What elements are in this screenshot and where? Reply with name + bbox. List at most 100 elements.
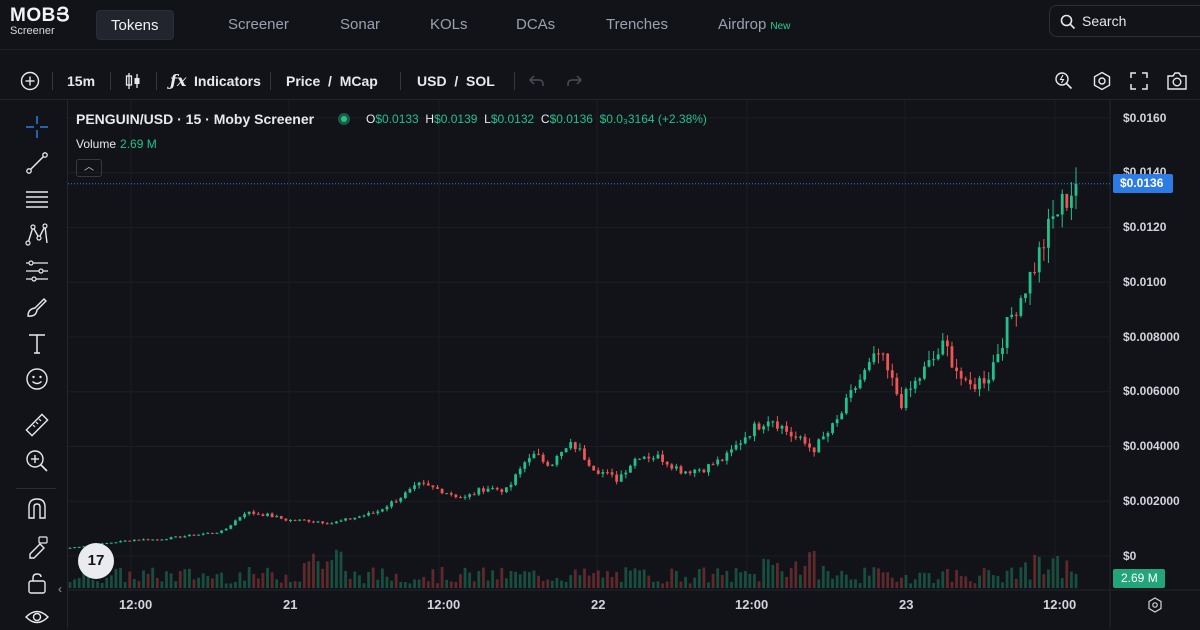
moby-logo[interactable]: MOBՅ Screener <box>10 6 90 42</box>
volume-bar <box>1028 579 1032 588</box>
tab-trenches[interactable]: Trenches <box>592 10 682 40</box>
price-chart[interactable] <box>68 100 1200 628</box>
pattern-icon[interactable] <box>24 222 50 248</box>
interval-button[interactable]: 15m <box>67 73 96 89</box>
candle-body <box>973 384 977 390</box>
candle-body <box>1019 298 1023 316</box>
volume-bar <box>344 571 348 588</box>
add-symbol-icon[interactable] <box>20 71 40 91</box>
candle-body <box>610 472 614 475</box>
emoji-icon[interactable] <box>24 366 50 392</box>
volume-bar <box>68 582 72 588</box>
candle-body <box>1042 247 1046 249</box>
candle-body <box>160 539 164 541</box>
volume-bar <box>284 574 288 588</box>
undo-icon[interactable] <box>528 73 546 89</box>
volume-bar <box>523 571 527 588</box>
volume-bar <box>702 567 706 588</box>
volume-bar <box>431 569 435 588</box>
redo-icon[interactable] <box>565 73 583 89</box>
volume-bar <box>707 582 710 588</box>
tab-screener[interactable]: Screener <box>214 10 303 40</box>
volume-bar <box>606 571 609 588</box>
chart-pane[interactable]: PENGUIN/USD · 15 · Moby Screener O$0.013… <box>68 100 1200 628</box>
candle-body <box>991 362 995 380</box>
candle-body <box>284 518 288 521</box>
volume-bar <box>762 558 766 588</box>
candle-body <box>890 370 894 378</box>
quick-search-icon[interactable] <box>1054 71 1074 91</box>
volume-bar <box>941 571 945 588</box>
tradingview-logo[interactable]: 17 <box>78 543 114 579</box>
volume-bar <box>578 575 582 588</box>
volume-bar <box>734 568 738 588</box>
tab-airdrop[interactable]: Airdrop New <box>704 10 804 40</box>
volume-bar <box>390 580 393 588</box>
volume-bar <box>771 564 775 588</box>
volume-bar <box>1070 571 1073 588</box>
zoom-in-icon[interactable] <box>24 448 50 474</box>
tab-tokens[interactable]: Tokens <box>96 10 174 40</box>
settings-icon[interactable] <box>1092 71 1112 91</box>
toolbar-divider <box>110 72 111 90</box>
candle-body <box>477 488 481 495</box>
tab-sonar[interactable]: Sonar <box>326 10 394 40</box>
volume-bar <box>482 567 485 588</box>
search-label: Search <box>1082 13 1127 29</box>
lock-icon[interactable] <box>24 570 50 596</box>
candle-body <box>197 534 201 536</box>
candle-body <box>854 388 857 390</box>
axis-settings-icon[interactable] <box>1147 597 1163 613</box>
search-button[interactable]: Search <box>1049 5 1200 37</box>
candle-body <box>1065 193 1069 208</box>
volume-bar <box>353 571 357 588</box>
close-value: $0.0136 <box>549 112 593 126</box>
volume-bar <box>169 573 173 588</box>
collapse-sidebar-icon[interactable]: ‹ <box>58 582 62 596</box>
candle-body <box>798 436 802 438</box>
currency-toggle[interactable]: USD / SOL <box>417 73 495 89</box>
candles-icon[interactable] <box>124 71 142 91</box>
volume-bar <box>491 570 495 588</box>
text-icon[interactable] <box>24 330 50 356</box>
brush-icon[interactable] <box>24 294 50 320</box>
indicators-button[interactable]: Indicators <box>194 73 261 89</box>
projection-icon[interactable] <box>24 258 50 284</box>
horizontal-lines-icon[interactable] <box>24 186 50 212</box>
price-mcap-toggle[interactable]: Price / MCap <box>286 73 378 89</box>
candle-body <box>353 517 357 520</box>
market-status-dot <box>338 113 350 125</box>
candle-body <box>390 501 393 507</box>
volume-bar <box>808 552 811 588</box>
candle-body <box>955 367 958 372</box>
candle-body <box>527 458 531 463</box>
candle-body <box>665 461 669 465</box>
candle-body <box>550 464 554 466</box>
candle-body <box>844 397 848 414</box>
candle-body <box>913 380 917 389</box>
fullscreen-icon[interactable] <box>1130 72 1148 90</box>
trend-line-icon[interactable] <box>24 150 50 176</box>
volume-bar <box>546 579 550 588</box>
tab-kols[interactable]: KOLs <box>416 10 482 40</box>
ruler-icon[interactable] <box>24 412 50 438</box>
candle-body <box>923 366 926 379</box>
magnet-icon[interactable] <box>24 496 50 522</box>
candle-body <box>872 353 876 363</box>
logo-word: MOBՅ <box>10 5 71 26</box>
screenshot-icon[interactable] <box>1166 71 1188 91</box>
eye-icon[interactable] <box>24 604 50 630</box>
lock-drawings-icon[interactable] <box>24 534 50 560</box>
volume-bar <box>316 561 320 588</box>
tab-label: KOLs <box>430 16 468 33</box>
tab-dcas[interactable]: DCAs <box>502 10 569 40</box>
volume-bar <box>900 577 903 588</box>
collapse-legend-button[interactable]: ︿ <box>76 159 102 177</box>
crosshair-icon[interactable] <box>24 114 50 140</box>
volume-bar <box>978 575 981 588</box>
candle-body <box>670 464 674 469</box>
volume-bar <box>569 575 573 588</box>
candle-body <box>357 516 361 518</box>
candle-body <box>1014 314 1018 316</box>
volume-bar <box>270 572 274 588</box>
